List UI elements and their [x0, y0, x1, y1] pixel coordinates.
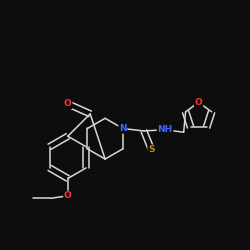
Text: S: S: [148, 145, 154, 154]
Text: O: O: [64, 99, 72, 108]
Text: NH: NH: [158, 125, 173, 134]
Text: O: O: [195, 98, 202, 107]
Text: N: N: [119, 124, 126, 133]
Text: O: O: [64, 191, 72, 200]
